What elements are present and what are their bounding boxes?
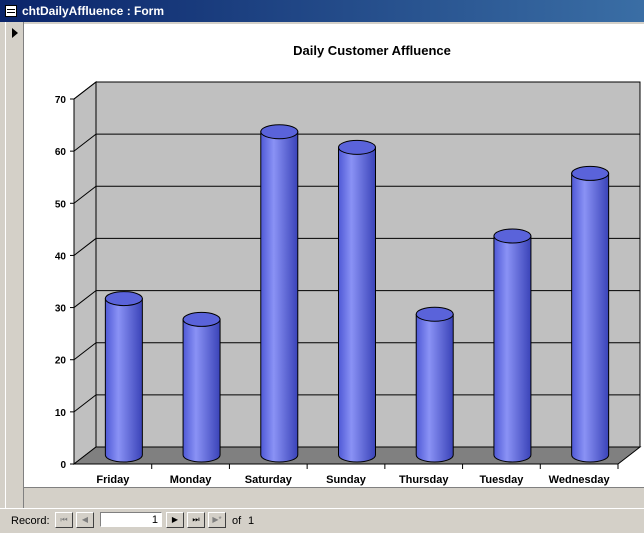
bar-cap-monday [182,311,221,327]
y-tick-label: 0 [60,460,66,471]
x-tick-label: Saturday [245,474,293,486]
record-count: 1 [248,515,255,527]
x-tick-label: Monday [170,474,212,486]
gridline [73,237,640,256]
x-tick-label: Friday [96,474,130,486]
y-tick-label: 10 [55,408,67,419]
bar-cap-tuesday [493,228,532,244]
y-tick-label: 50 [55,199,67,210]
record-navigation-bar: Record: ⏮ ◀ 1 ▶ ⏭ ▶* of 1 [0,508,644,533]
record-label: Record: [11,515,50,527]
y-tick-label: 70 [55,95,67,106]
last-record-button[interactable]: ⏭ [187,512,205,528]
record-selector[interactable] [5,22,24,510]
x-tick-label: Wednesday [549,474,611,486]
y-tick-label: 40 [55,251,67,262]
gridline [73,81,640,100]
previous-record-button[interactable]: ◀ [76,512,94,528]
bar-saturday [260,131,299,463]
bar-cap-sunday [338,139,376,155]
first-record-button[interactable]: ⏮ [55,512,73,528]
bar-chart: Daily Customer Affluence 0 10 20 30 40 50 60 70… [55,43,642,486]
bar-cap-saturday [260,124,299,140]
y-tick-label: 30 [55,304,67,315]
chart-title: Daily Customer Affluence [293,43,451,58]
y-tick-label: 60 [55,147,67,158]
bar-friday [104,298,143,463]
x-tick-label: Tuesday [480,474,525,486]
of-label: of [232,515,242,527]
y-tick-label: 20 [55,356,67,367]
x-tick-label: Sunday [326,474,367,486]
x-tick-label: Thursday [399,474,449,486]
bar-thursday [415,313,454,463]
bar-cap-thursday [415,306,454,322]
gridline [73,133,640,152]
bar-cap-wednesday [571,165,610,181]
gridline [73,342,640,361]
bar-monday [182,318,221,463]
bar-sunday [338,146,376,463]
bar-wednesday [571,172,610,463]
chart-side-wall [73,80,97,466]
next-record-button[interactable]: ▶ [166,512,184,528]
gridline [73,290,640,308]
new-record-button[interactable]: ▶* [208,512,226,528]
gridline [73,185,640,204]
chart-area: Daily Customer Affluence 0 10 20 30 40 50 60 70… [24,24,644,487]
bar-tuesday [493,235,532,463]
gridline [73,394,640,413]
window-titlebar[interactable]: chtDailyAffluence : Form [0,0,644,22]
form-icon [5,5,17,17]
record-number-field[interactable]: 1 [100,512,162,527]
bar-cap-friday [104,291,143,307]
form-footer-area [24,487,644,510]
window-title: chtDailyAffluence : Form [22,4,165,18]
current-record-arrow-icon [12,28,18,38]
